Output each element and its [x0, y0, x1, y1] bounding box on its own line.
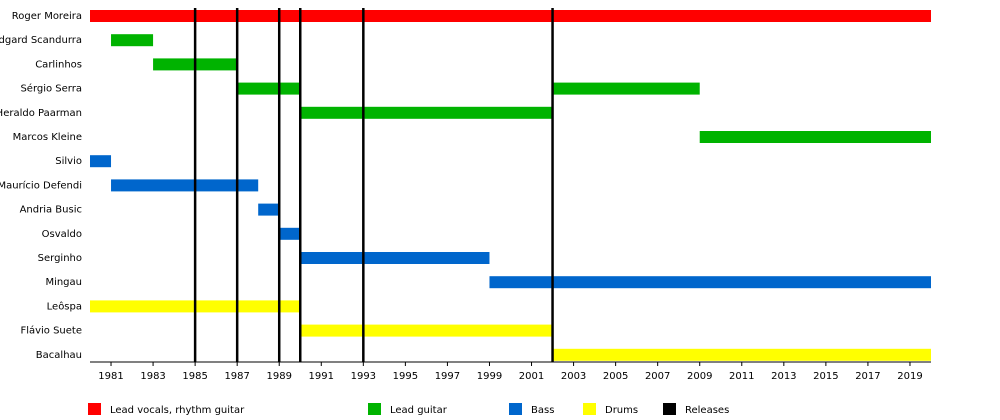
- x-tick-label: 1995: [393, 371, 418, 382]
- row-label: Marcos Kleine: [13, 132, 82, 143]
- legend-swatch: [368, 403, 381, 415]
- row-label: Heraldo Paarman: [0, 108, 82, 119]
- x-tick-label: 1989: [266, 371, 291, 382]
- x-tick-label: 2019: [897, 371, 922, 382]
- x-tick-label: 1983: [140, 371, 165, 382]
- period-bar: [90, 155, 112, 168]
- legend-label: Bass: [531, 405, 554, 416]
- row-label: Bacalhau: [36, 350, 82, 361]
- period-bar: [552, 82, 700, 95]
- row-label: Roger Moreira: [12, 11, 82, 22]
- row-label: Silvio: [55, 156, 82, 167]
- legend-label: Lead guitar: [390, 405, 448, 416]
- x-tick-label: 2017: [855, 371, 880, 382]
- x-tick-label: 2013: [771, 371, 796, 382]
- x-tick-label: 2003: [561, 371, 586, 382]
- period-bar: [489, 276, 931, 289]
- x-tick-label: 2009: [687, 371, 712, 382]
- row-label: Osvaldo: [42, 229, 82, 240]
- legend-label: Releases: [685, 405, 729, 416]
- period-bar: [90, 10, 931, 22]
- legend-label: Drums: [605, 405, 638, 416]
- x-tick-label: 1999: [477, 371, 502, 382]
- x-tick-label: 2011: [729, 371, 754, 382]
- period-bar: [111, 179, 259, 192]
- legend-swatch: [583, 403, 596, 415]
- row-label: Carlinhos: [35, 59, 82, 70]
- row-label: Serginho: [38, 253, 82, 264]
- x-tick-label: 2001: [519, 371, 544, 382]
- x-tick-label: 1985: [182, 371, 207, 382]
- period-bar: [552, 348, 931, 361]
- x-tick-label: 2007: [645, 371, 670, 382]
- x-tick-label: 1993: [351, 371, 376, 382]
- x-tick-label: 2015: [813, 371, 838, 382]
- period-bar: [237, 82, 301, 95]
- row-label: Maurício Defendi: [0, 179, 82, 191]
- period-bar: [279, 227, 301, 240]
- row-label: Edgard Scandurra: [0, 35, 82, 46]
- x-tick-label: 1997: [435, 371, 460, 382]
- x-tick-label: 1991: [309, 371, 334, 382]
- x-tick-label: 1981: [98, 371, 123, 382]
- x-tick-label: 1987: [224, 371, 249, 382]
- period-bar: [258, 203, 280, 216]
- legend-label: Lead vocals, rhythm guitar: [110, 405, 245, 416]
- period-bar: [111, 34, 154, 47]
- period-bar: [300, 106, 553, 119]
- legend-swatch: [509, 403, 522, 415]
- legend-swatch: [663, 403, 676, 415]
- row-label: Leôspa: [47, 300, 82, 312]
- period-bar: [699, 131, 931, 143]
- period-bar: [300, 252, 490, 264]
- row-label: Sérgio Serra: [20, 83, 82, 95]
- row-label: Flávio Suete: [20, 325, 82, 337]
- legend-swatch: [88, 403, 101, 415]
- x-tick-label: 2005: [603, 371, 628, 382]
- row-label: Mingau: [45, 277, 82, 288]
- period-bar: [300, 324, 553, 337]
- row-label: Andria Busic: [20, 205, 82, 216]
